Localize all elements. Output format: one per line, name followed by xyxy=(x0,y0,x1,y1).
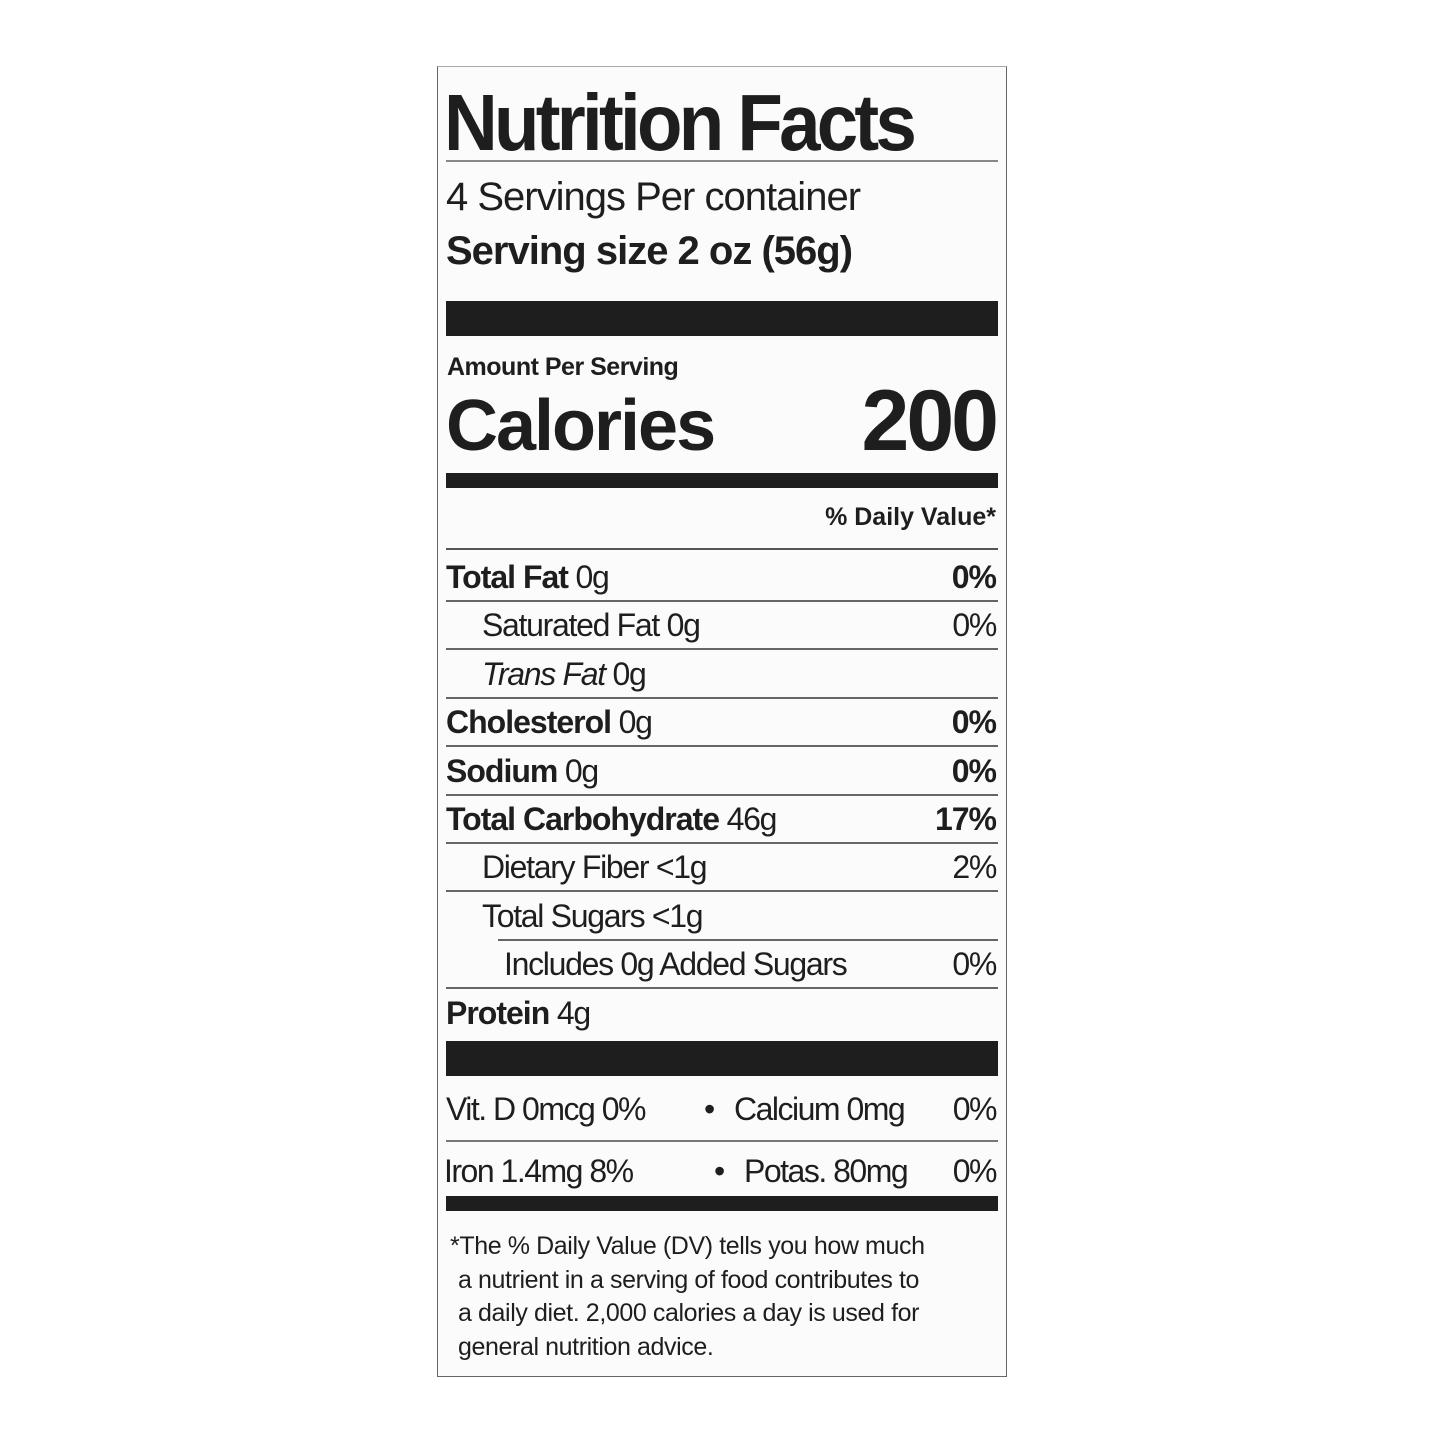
nutrient-row: Trans Fat 0g xyxy=(446,650,998,699)
footnote-line: a daily diet. 2,000 calories a day is us… xyxy=(458,1299,920,1327)
nutrient-daily-value: 0% xyxy=(951,559,997,595)
nutrient-label: Dietary Fiber <1g xyxy=(482,843,708,891)
serving-size: Serving size 2 oz (56g) xyxy=(446,229,853,273)
nutrient-daily-value: 0% xyxy=(951,752,997,789)
servings-per-container: 4 Servings Per container xyxy=(446,175,861,219)
row-divider xyxy=(498,938,998,941)
bullet: • xyxy=(704,1091,715,1127)
nutrient-name: Total Fat xyxy=(446,559,569,595)
nutrient-label: Total Carbohydrate 46g xyxy=(446,795,778,843)
nutrient-name: Protein xyxy=(446,994,550,1031)
nutrition-facts-label: Nutrition Facts 4 Servings Per container… xyxy=(437,66,1007,1377)
thick-divider xyxy=(446,301,998,336)
nutrient-row: Total Carbohydrate 46g 17% xyxy=(446,795,998,844)
nutrient-row: Dietary Fiber <1g 2% xyxy=(446,843,998,893)
nutrient-amount: 4g xyxy=(556,994,591,1031)
nutrient-amount: 46g xyxy=(726,801,778,837)
vitamin-row: Vit. D 0mcg 0% • Calcium 0mg 0% xyxy=(446,1079,998,1139)
nutrient-name: Saturated Fat xyxy=(482,607,660,644)
nutrient-row: Protein 4g xyxy=(446,989,998,1037)
vitamin-right: Calcium 0mg xyxy=(734,1091,906,1127)
nutrient-amount: 0g xyxy=(666,607,701,644)
label-title: Nutrition Facts xyxy=(444,78,917,167)
nutrient-label: Trans Fat 0g xyxy=(482,650,647,698)
nutrient-row: Saturated Fat 0g 0% xyxy=(446,601,998,651)
nutrient-row: Includes 0g Added Sugars 0% xyxy=(446,940,998,990)
nutrient-row: Cholesterol 0g 0% xyxy=(446,698,998,748)
nutrient-row: Total Sugars <1g xyxy=(446,892,998,941)
nutrient-row: Sodium 0g 0% xyxy=(446,747,998,796)
nutrient-name: Includes 0g Added Sugars xyxy=(504,946,848,983)
thick-divider xyxy=(446,1041,998,1076)
vitamin-row: Iron 1.4mg 8% • Potas. 80mg 0% xyxy=(444,1141,998,1201)
nutrient-name: Total Sugars xyxy=(482,897,646,934)
row-divider xyxy=(446,890,998,893)
nutrient-amount: <1g xyxy=(655,849,708,886)
row-divider xyxy=(446,648,998,651)
vitamin-right-dv: 0% xyxy=(952,1091,998,1127)
nutrient-amount: 0g xyxy=(564,752,599,789)
footnote-line: *The % Daily Value (DV) tells you how mu… xyxy=(450,1232,925,1260)
divider xyxy=(446,1140,998,1142)
footnote: *The % Daily Value (DV) tells you how mu… xyxy=(450,1230,1000,1364)
vitamin-right: Potas. 80mg xyxy=(744,1153,909,1189)
nutrient-daily-value: 0% xyxy=(951,704,997,741)
nutrient-label: Sodium 0g xyxy=(446,747,599,795)
nutrient-name: Trans Fat xyxy=(482,655,606,692)
nutrient-label: Includes 0g Added Sugars xyxy=(504,940,848,988)
row-divider xyxy=(446,745,998,748)
nutrient-amount: 0g xyxy=(575,559,610,595)
nutrient-amount: 0g xyxy=(618,704,653,741)
nutrient-daily-value: 0% xyxy=(952,607,997,644)
nutrient-label: Protein 4g xyxy=(446,989,591,1037)
nutrient-daily-value: 2% xyxy=(952,849,997,886)
row-divider xyxy=(446,600,998,602)
nutrient-label: Cholesterol 0g xyxy=(446,698,653,746)
row-divider xyxy=(446,696,998,699)
nutrient-amount: 0g xyxy=(612,655,646,692)
vitamin-left: Vit. D 0mcg 0% xyxy=(446,1091,646,1127)
nutrient-name: Dietary Fiber xyxy=(482,849,650,886)
divider xyxy=(446,548,998,550)
nutrient-row: Total Fat 0g 0% xyxy=(446,553,998,602)
nutrient-daily-value: 17% xyxy=(934,801,997,837)
calories-value: 200 xyxy=(861,373,999,469)
bullet: • xyxy=(714,1153,725,1189)
nutrient-label: Total Fat 0g xyxy=(446,553,610,601)
nutrient-name: Cholesterol xyxy=(446,704,612,741)
nutrient-name: Sodium xyxy=(446,752,558,789)
vitamin-left: Iron 1.4mg 8% xyxy=(444,1153,634,1189)
nutrient-daily-value: 0% xyxy=(952,946,997,983)
calories-label: Calories xyxy=(446,386,716,466)
vitamin-right-dv: 0% xyxy=(952,1153,998,1189)
footnote-line: general nutrition advice. xyxy=(458,1332,714,1361)
daily-value-header: % Daily Value* xyxy=(825,503,996,531)
medium-divider xyxy=(446,473,998,488)
nutrient-name: Total Carbohydrate xyxy=(446,801,720,837)
nutrient-label: Total Sugars <1g xyxy=(482,892,704,940)
nutrient-label: Saturated Fat 0g xyxy=(482,601,701,649)
row-divider xyxy=(446,842,998,844)
amount-per-serving: Amount Per Serving xyxy=(447,353,679,381)
medium-divider xyxy=(446,1196,998,1211)
row-divider xyxy=(446,793,998,796)
footnote-line: a nutrient in a serving of food contribu… xyxy=(458,1265,920,1294)
row-divider xyxy=(446,987,998,990)
divider xyxy=(446,160,998,162)
nutrient-amount: <1g xyxy=(651,897,704,934)
